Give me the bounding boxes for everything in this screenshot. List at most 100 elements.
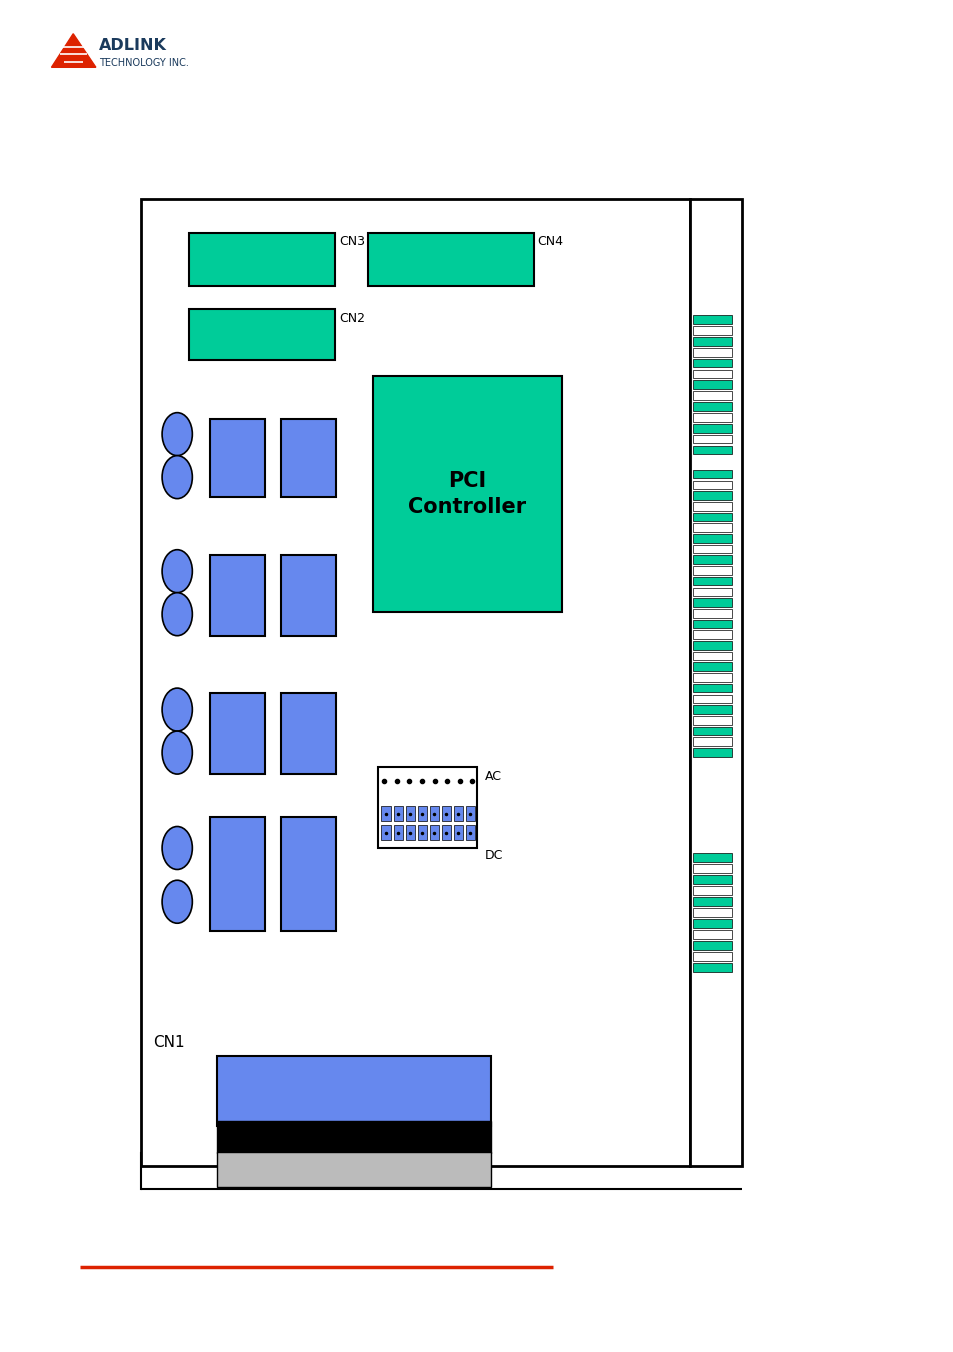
Bar bbox=[692, 512, 732, 522]
Bar bbox=[692, 402, 732, 411]
Circle shape bbox=[162, 826, 193, 869]
Circle shape bbox=[162, 880, 193, 923]
Bar bbox=[405, 825, 415, 840]
Bar bbox=[692, 502, 732, 511]
Text: TECHNOLOGY INC.: TECHNOLOGY INC. bbox=[98, 58, 189, 68]
Bar bbox=[429, 825, 438, 840]
Bar bbox=[417, 825, 427, 840]
Bar bbox=[692, 577, 732, 585]
Bar bbox=[281, 556, 335, 635]
Bar bbox=[281, 694, 335, 775]
Bar bbox=[692, 480, 732, 489]
Bar bbox=[692, 315, 732, 324]
Bar bbox=[381, 825, 391, 840]
Bar bbox=[692, 435, 732, 443]
Bar bbox=[692, 726, 732, 735]
Bar bbox=[377, 768, 476, 848]
Bar bbox=[692, 347, 732, 357]
Bar bbox=[216, 1152, 491, 1187]
Bar bbox=[692, 545, 732, 553]
Bar bbox=[210, 419, 265, 498]
Bar bbox=[216, 1056, 491, 1126]
Bar bbox=[692, 930, 732, 938]
Bar bbox=[692, 641, 732, 649]
Bar bbox=[368, 233, 533, 287]
Bar bbox=[441, 806, 451, 821]
Bar bbox=[465, 825, 475, 840]
Text: CN3: CN3 bbox=[338, 235, 365, 249]
Bar bbox=[692, 662, 732, 671]
Bar bbox=[189, 310, 335, 360]
Circle shape bbox=[162, 688, 193, 731]
Bar bbox=[692, 425, 732, 433]
Bar bbox=[281, 419, 335, 498]
Bar bbox=[692, 566, 732, 575]
Bar bbox=[141, 199, 689, 1167]
Text: CN2: CN2 bbox=[338, 312, 365, 324]
Bar bbox=[692, 588, 732, 596]
Bar bbox=[692, 952, 732, 961]
Circle shape bbox=[162, 412, 193, 456]
Bar bbox=[692, 380, 732, 389]
Bar bbox=[692, 963, 732, 972]
Bar bbox=[405, 806, 415, 821]
Bar bbox=[692, 875, 732, 884]
Circle shape bbox=[162, 592, 193, 635]
Text: PCI
Controller: PCI Controller bbox=[408, 470, 526, 516]
Bar bbox=[210, 556, 265, 635]
Bar bbox=[692, 748, 732, 757]
Bar bbox=[692, 630, 732, 639]
Bar bbox=[692, 391, 732, 400]
Bar bbox=[692, 599, 732, 607]
Bar bbox=[281, 817, 335, 932]
Bar bbox=[692, 326, 732, 335]
Bar bbox=[189, 233, 335, 287]
Bar bbox=[692, 695, 732, 703]
Bar bbox=[692, 886, 732, 895]
Circle shape bbox=[162, 456, 193, 499]
Bar bbox=[429, 806, 438, 821]
Bar bbox=[689, 199, 741, 1167]
Bar bbox=[692, 673, 732, 681]
Bar bbox=[454, 806, 462, 821]
Bar bbox=[692, 369, 732, 379]
Bar bbox=[692, 446, 732, 454]
Bar bbox=[692, 608, 732, 618]
Bar bbox=[692, 737, 732, 746]
Bar bbox=[417, 806, 427, 821]
Polygon shape bbox=[51, 34, 96, 68]
Bar bbox=[692, 619, 732, 629]
Bar bbox=[692, 556, 732, 564]
Bar bbox=[692, 414, 732, 422]
Text: ADLINK: ADLINK bbox=[98, 38, 167, 53]
Bar bbox=[692, 941, 732, 949]
Bar bbox=[692, 706, 732, 714]
Bar bbox=[393, 825, 402, 840]
Bar bbox=[210, 694, 265, 775]
Bar bbox=[692, 919, 732, 927]
Circle shape bbox=[162, 731, 193, 775]
Bar bbox=[393, 806, 402, 821]
Bar bbox=[692, 652, 732, 660]
Text: AC: AC bbox=[484, 771, 501, 783]
Bar bbox=[692, 358, 732, 368]
Bar bbox=[692, 337, 732, 346]
Bar bbox=[381, 806, 391, 821]
Text: DC: DC bbox=[484, 849, 502, 863]
Circle shape bbox=[162, 550, 193, 592]
Bar bbox=[692, 523, 732, 531]
Bar bbox=[210, 817, 265, 932]
Bar bbox=[465, 806, 475, 821]
Bar bbox=[692, 684, 732, 692]
Text: CN4: CN4 bbox=[537, 235, 563, 249]
Bar bbox=[454, 825, 462, 840]
Bar bbox=[441, 825, 451, 840]
Text: CN1: CN1 bbox=[153, 1034, 185, 1049]
Bar bbox=[692, 853, 732, 861]
Bar bbox=[692, 864, 732, 872]
Bar bbox=[692, 907, 732, 917]
Bar bbox=[692, 717, 732, 725]
Bar bbox=[692, 534, 732, 542]
Bar bbox=[692, 470, 732, 479]
Bar bbox=[216, 1121, 491, 1153]
